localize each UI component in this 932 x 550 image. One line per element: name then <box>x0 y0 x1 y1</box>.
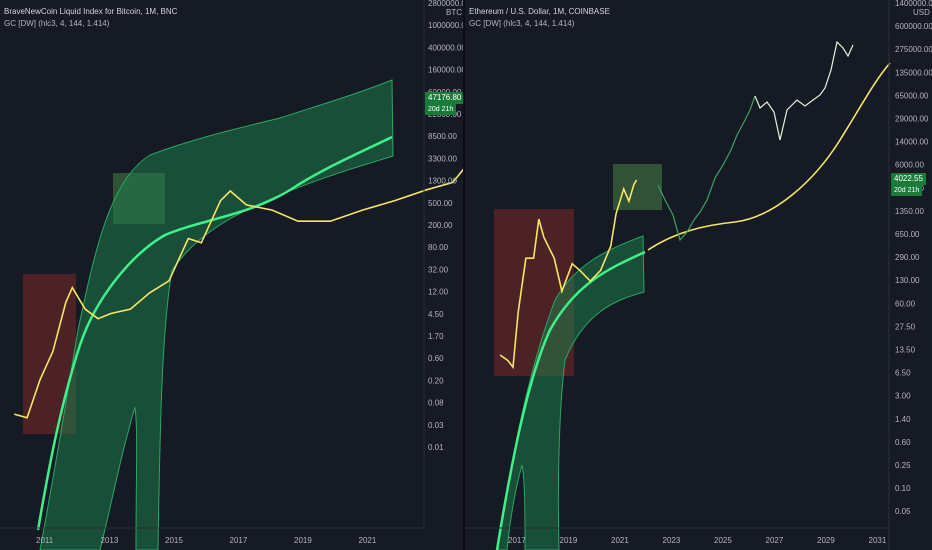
y-tick-label: 1.40 <box>895 415 911 424</box>
y-tick-label: 0.60 <box>428 354 444 363</box>
y-tick-label: 275000.00 <box>895 45 932 54</box>
eth-chart-title: Ethereum / U.S. Dollar, 1M, COINBASE <box>469 7 610 16</box>
y-tick-label: 80.00 <box>428 243 449 252</box>
y-tick-label: 1400000.00 <box>895 0 932 8</box>
btc-x-axis[interactable]: 2011 2013 2015 2017 2019 2021 <box>36 536 377 545</box>
y-tick-label: 200.00 <box>428 221 453 230</box>
y-tick-label: 650.00 <box>895 230 920 239</box>
eth-price-countdown: 20d 21h <box>891 185 923 196</box>
y-axis-unit: USD <box>913 8 930 17</box>
y-tick-label: 12.00 <box>428 288 449 297</box>
eth-x-axis[interactable]: 2017 2019 2021 2023 2025 2027 2029 2031 <box>508 536 887 545</box>
y-tick-label: 0.08 <box>428 399 444 408</box>
y-tick-label: 0.10 <box>895 484 911 493</box>
y-tick-label: 29000.00 <box>895 115 929 124</box>
y-tick-label: 290.00 <box>895 253 920 262</box>
y-tick-label: 0.25 <box>895 461 911 470</box>
x-tick-label: 2021 <box>611 536 629 545</box>
y-tick-label: 2800000.00 <box>428 0 463 8</box>
x-tick-label: 2019 <box>560 536 578 545</box>
y-axis-unit: BTC <box>446 8 462 17</box>
y-tick-label: 14000.00 <box>895 138 929 147</box>
x-tick-label: 2015 <box>165 536 183 545</box>
y-tick-label: 0.60 <box>895 438 911 447</box>
eth-center-line <box>495 250 646 550</box>
x-tick-label: 2019 <box>294 536 312 545</box>
y-tick-label: 1350.00 <box>895 207 924 216</box>
y-tick-label: 1300.00 <box>428 177 457 186</box>
y-tick-label: 600000.00 <box>895 22 932 31</box>
x-tick-label: 2025 <box>714 536 732 545</box>
x-tick-label: 2023 <box>663 536 681 545</box>
y-tick-label: 1000000.00 <box>428 21 463 30</box>
y-tick-label: 6000.00 <box>895 161 924 170</box>
eth-green-box <box>613 164 662 210</box>
x-tick-label: 2021 <box>359 536 377 545</box>
y-tick-label: 6.50 <box>895 369 911 378</box>
x-tick-label: 2029 <box>817 536 835 545</box>
eth-chart-pane[interactable]: 1400000.00USD 600000.00 275000.00 135000.00… <box>465 0 932 550</box>
btc-y-axis[interactable]: 2800000.00BTC 1000000.00 400000.00 160000.0… <box>428 0 463 452</box>
y-tick-label: 160000.00 <box>428 66 463 75</box>
pane-divider[interactable] <box>463 0 465 550</box>
y-tick-label: 3300.00 <box>428 154 457 163</box>
eth-projected-center-line <box>647 62 891 251</box>
btc-chart-canvas[interactable]: 2800000.00BTC 1000000.00 400000.00 160000.0… <box>0 0 463 550</box>
y-tick-label: 13.50 <box>895 346 916 355</box>
x-tick-label: 2017 <box>230 536 248 545</box>
btc-indicator-label: GC [DW] (hlc3, 4, 144, 1.414) <box>4 19 110 28</box>
y-tick-label: 65000.00 <box>895 91 929 100</box>
eth-chart-canvas[interactable]: 1400000.00USD 600000.00 275000.00 135000.00… <box>465 0 932 550</box>
btc-center-line <box>36 135 393 531</box>
y-tick-label: 1.70 <box>428 332 444 341</box>
btc-price-countdown: 20d 21h <box>425 104 457 115</box>
eth-projected-price-light <box>754 40 854 141</box>
eth-projected-price-green <box>657 95 756 242</box>
btc-chart-title: BraveNewCoin Liquid Index for Bitcoin, 1… <box>4 7 178 16</box>
y-tick-label: 0.05 <box>895 507 911 516</box>
eth-y-axis[interactable]: 1400000.00USD 600000.00 275000.00 135000.00… <box>895 0 932 516</box>
y-tick-label: 8500.00 <box>428 132 457 141</box>
btc-price-tag: 47176.80 <box>425 92 465 104</box>
y-tick-label: 135000.00 <box>895 68 932 77</box>
y-tick-label: 60.00 <box>895 299 916 308</box>
eth-price-tag: 4022.55 <box>891 173 926 185</box>
y-tick-label: 400000.00 <box>428 43 463 52</box>
eth-indicator-label: GC [DW] (hlc3, 4, 144, 1.414) <box>469 19 575 28</box>
y-tick-label: 130.00 <box>895 276 920 285</box>
x-tick-label: 2027 <box>766 536 784 545</box>
btc-chart-pane[interactable]: 2800000.00BTC 1000000.00 400000.00 160000.0… <box>0 0 465 550</box>
btc-price-line <box>13 168 463 419</box>
y-tick-label: 0.20 <box>428 376 444 385</box>
y-tick-label: 0.01 <box>428 443 444 452</box>
y-tick-label: 32.00 <box>428 265 449 274</box>
y-tick-label: 500.00 <box>428 199 453 208</box>
x-tick-label: 2017 <box>508 536 526 545</box>
y-tick-label: 3.00 <box>895 392 911 401</box>
x-tick-label: 2011 <box>36 536 54 545</box>
eth-band <box>496 235 645 550</box>
eth-price-line <box>499 179 638 370</box>
y-tick-label: 4.50 <box>428 310 444 319</box>
x-tick-label: 2013 <box>101 536 119 545</box>
y-tick-label: 0.03 <box>428 421 444 430</box>
x-tick-label: 2031 <box>869 536 887 545</box>
y-tick-label: 27.50 <box>895 322 916 331</box>
